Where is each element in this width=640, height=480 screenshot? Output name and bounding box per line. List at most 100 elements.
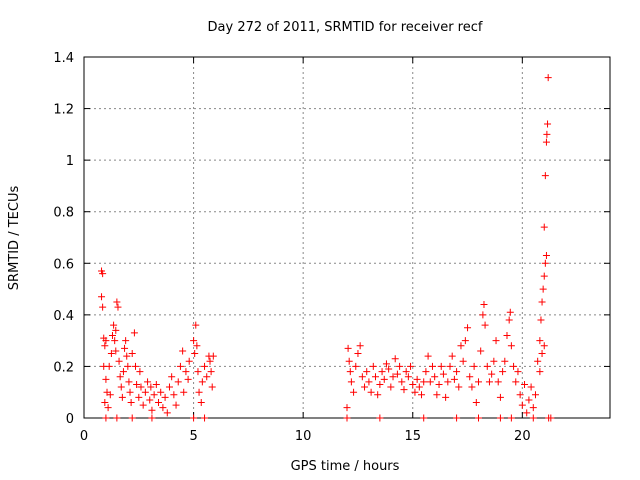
data-point — [514, 368, 522, 376]
data-point — [374, 391, 382, 399]
data-point — [501, 357, 509, 365]
data-point — [420, 414, 428, 422]
data-point — [541, 172, 549, 180]
data-point — [542, 138, 550, 146]
data-point — [197, 399, 205, 407]
data-point — [113, 414, 121, 422]
data-point — [479, 311, 487, 319]
data-point — [512, 378, 520, 386]
data-point — [507, 342, 515, 350]
data-point — [448, 352, 456, 360]
data-point — [193, 342, 201, 350]
data-point — [155, 399, 163, 407]
data-point — [159, 404, 167, 412]
data-point — [352, 362, 360, 370]
data-point — [472, 399, 480, 407]
data-point — [192, 321, 200, 329]
data-point — [398, 378, 406, 386]
data-point — [128, 350, 136, 358]
data-point — [111, 337, 119, 345]
data-point — [133, 380, 141, 388]
data-point — [505, 316, 513, 324]
data-point — [125, 378, 133, 386]
data-point — [466, 373, 474, 381]
data-point — [185, 357, 193, 365]
data-point — [544, 120, 552, 128]
data-point — [382, 360, 390, 368]
data-point — [354, 350, 362, 358]
data-point — [542, 252, 550, 260]
data-point — [195, 388, 203, 396]
data-point — [400, 386, 408, 394]
data-point — [165, 383, 173, 391]
data-point — [148, 414, 156, 422]
data-point — [437, 362, 445, 370]
chart-title: Day 272 of 2011, SRMTID for receiver rec… — [208, 20, 483, 35]
data-point — [516, 391, 524, 399]
data-point — [369, 362, 377, 370]
data-point — [144, 378, 152, 386]
data-point — [543, 130, 551, 138]
data-point — [424, 352, 432, 360]
data-point — [499, 368, 507, 376]
data-point — [459, 357, 467, 365]
data-point — [534, 357, 542, 365]
data-point — [523, 409, 531, 417]
data-point — [184, 375, 192, 383]
data-point — [124, 362, 132, 370]
data-point — [470, 362, 478, 370]
data-point — [201, 362, 209, 370]
data-point — [358, 373, 366, 381]
data-point — [108, 331, 116, 339]
data-point — [101, 342, 109, 350]
data-point — [431, 373, 439, 381]
data-point — [203, 373, 211, 381]
data-point — [453, 368, 461, 376]
data-point — [439, 370, 447, 378]
data-point — [444, 378, 452, 386]
data-point — [346, 368, 354, 376]
data-point — [132, 362, 140, 370]
x-tick-label: 5 — [189, 429, 197, 444]
data-point — [536, 368, 544, 376]
data-point — [179, 347, 187, 355]
data-point — [453, 414, 461, 422]
data-point — [455, 383, 463, 391]
y-tick-label: 0.2 — [53, 360, 74, 375]
data-point — [540, 223, 548, 231]
data-point — [118, 393, 126, 401]
data-point — [102, 414, 110, 422]
data-point — [426, 378, 434, 386]
x-tick-labels: 0 5 10 15 20 — [80, 429, 531, 444]
data-point — [136, 368, 144, 376]
data-point — [365, 378, 373, 386]
x-tick-label: 20 — [514, 429, 531, 444]
data-point — [529, 414, 537, 422]
data-point — [139, 401, 147, 409]
data-point — [208, 383, 216, 391]
data-point — [198, 378, 206, 386]
data-point — [101, 399, 109, 407]
data-point — [147, 383, 155, 391]
grid-lines — [84, 57, 610, 418]
data-point — [387, 383, 395, 391]
data-point — [190, 414, 198, 422]
data-point — [117, 383, 125, 391]
data-point — [99, 270, 107, 278]
data-point — [488, 370, 496, 378]
data-point — [104, 404, 112, 412]
data-point — [506, 308, 514, 316]
plot-frame — [83, 56, 611, 419]
data-point — [376, 414, 384, 422]
data-point — [521, 380, 529, 388]
data-point — [537, 316, 545, 324]
data-point — [347, 378, 355, 386]
data-point — [168, 373, 176, 381]
x-tick-label: 10 — [295, 429, 312, 444]
data-point — [363, 368, 371, 376]
data-point — [525, 396, 533, 404]
data-point — [547, 414, 555, 422]
data-point — [345, 357, 353, 365]
data-point — [206, 357, 214, 365]
data-point — [170, 391, 178, 399]
